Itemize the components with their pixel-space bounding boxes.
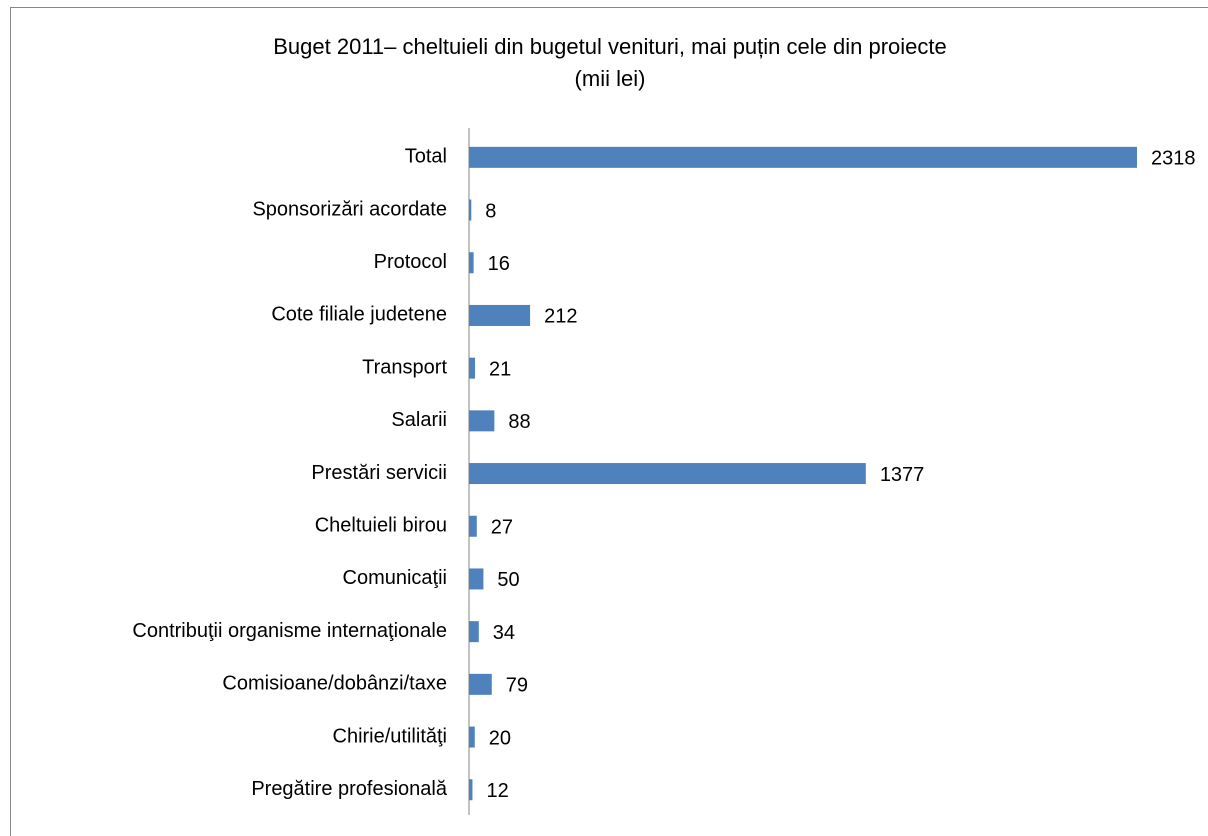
value-label: 27 [491, 517, 513, 539]
category-label: Pregătire profesională [251, 778, 448, 800]
value-label: 79 [506, 675, 528, 697]
bar [469, 673, 492, 695]
bar [469, 252, 474, 274]
bar [469, 304, 531, 326]
category-label: Protocol [374, 251, 447, 273]
category-label: Salarii [391, 409, 447, 431]
bar [469, 515, 477, 537]
value-label: 21 [489, 358, 511, 380]
value-label: 1377 [880, 464, 925, 486]
bar [469, 146, 1137, 168]
chart-title: (mii lei) [575, 66, 646, 91]
bar [469, 779, 473, 801]
category-label: Transport [362, 356, 447, 378]
bar [469, 410, 495, 432]
value-label: 50 [497, 569, 519, 591]
category-label: Sponsorizări acordate [252, 198, 447, 220]
value-label: 12 [486, 780, 508, 802]
category-label: Prestări servicii [311, 462, 447, 484]
value-label: 2318 [1151, 148, 1196, 170]
chart-border [10, 7, 1208, 836]
value-label: 20 [489, 727, 511, 749]
value-label: 212 [544, 306, 577, 328]
bar [469, 463, 866, 485]
bar [469, 568, 484, 590]
bar [469, 199, 472, 221]
category-label: Chirie/utilităţi [333, 725, 447, 747]
category-label: Comunicaţii [343, 567, 447, 589]
bar [469, 726, 475, 748]
category-label: Cote filiale judetene [271, 304, 447, 326]
category-label: Total [405, 146, 447, 168]
value-label: 8 [485, 200, 496, 222]
bar [469, 357, 476, 379]
bar [469, 621, 479, 643]
category-label: Contribuţii organisme internaţionale [132, 620, 447, 642]
chart-title: Buget 2011– cheltuieli din bugetul venit… [273, 34, 946, 59]
category-label: Comisioane/dobânzi/taxe [222, 673, 447, 695]
value-label: 34 [493, 622, 515, 644]
value-label: 16 [488, 253, 510, 275]
category-label: Cheltuieli birou [315, 515, 447, 537]
value-label: 88 [508, 411, 530, 433]
